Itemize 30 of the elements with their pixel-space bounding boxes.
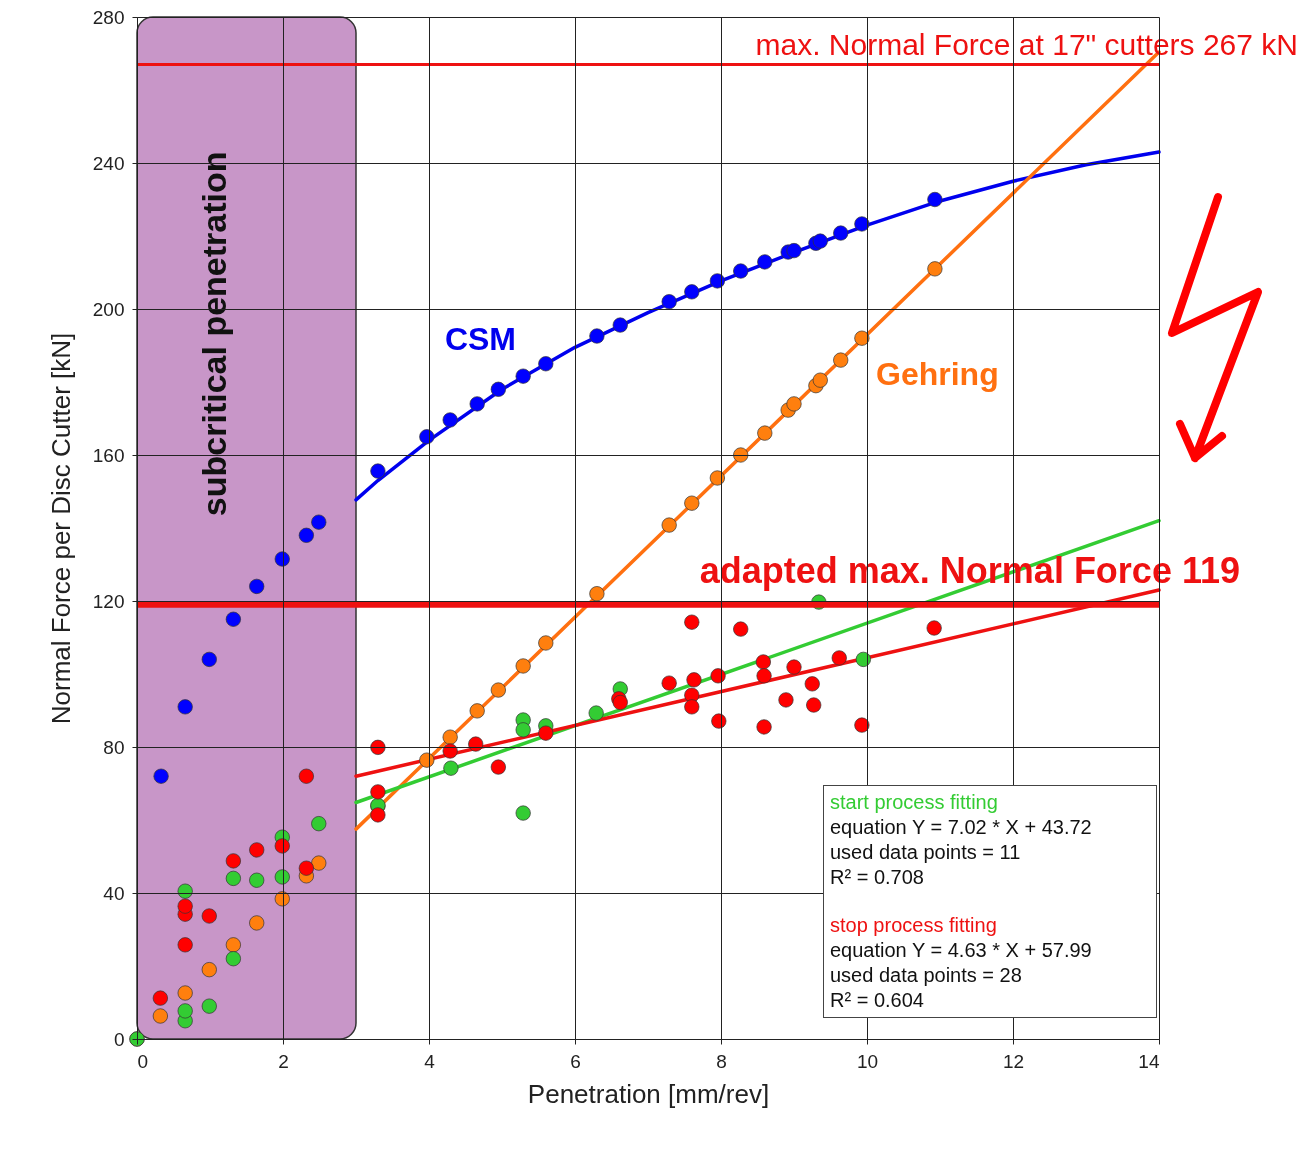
y-tick-label: 280 xyxy=(92,6,125,28)
band-label: subcritical penetration xyxy=(194,151,233,517)
y-tick-label: 240 xyxy=(92,152,125,174)
annotation: equation Y = 7.02 * X + 43.72 xyxy=(830,815,1093,840)
annotation: R² = 0.604 xyxy=(830,988,925,1013)
annotation: used data points = 11 xyxy=(830,840,1022,865)
x-tick-label: 12 xyxy=(1002,1050,1025,1072)
y-tick-label: 120 xyxy=(92,590,125,612)
annotation: used data points = 28 xyxy=(830,963,1023,988)
series-label: Gehring xyxy=(876,355,999,392)
x-tick-label: 4 xyxy=(424,1050,436,1072)
x-tick-label: 0 xyxy=(137,1050,149,1072)
series-label: CSM xyxy=(444,321,517,358)
y-axis-title: Normal Force per Disc Cutter [kN] xyxy=(45,332,76,725)
annotation: R² = 0.708 xyxy=(830,865,925,890)
y-tick-label: 200 xyxy=(92,298,125,320)
y-tick-label: 160 xyxy=(92,444,125,466)
line-series xyxy=(354,150,1161,502)
annotation: stop process fitting xyxy=(830,913,998,938)
y-tick-label: 80 xyxy=(103,736,125,758)
annotation: start process fitting xyxy=(830,790,999,815)
x-tick-label: 14 xyxy=(1138,1050,1160,1072)
x-axis-title: Penetration [mm/rev] xyxy=(527,1078,770,1109)
y-tick-label: 40 xyxy=(103,882,125,904)
x-tick-label: 8 xyxy=(716,1050,727,1072)
y-tick-label: 0 xyxy=(113,1028,125,1050)
annotation: equation Y = 4.63 * X + 57.99 xyxy=(830,938,1093,963)
x-tick-label: 6 xyxy=(570,1050,581,1072)
x-tick-label: 10 xyxy=(856,1050,879,1072)
x-tick-label: 2 xyxy=(278,1050,289,1072)
